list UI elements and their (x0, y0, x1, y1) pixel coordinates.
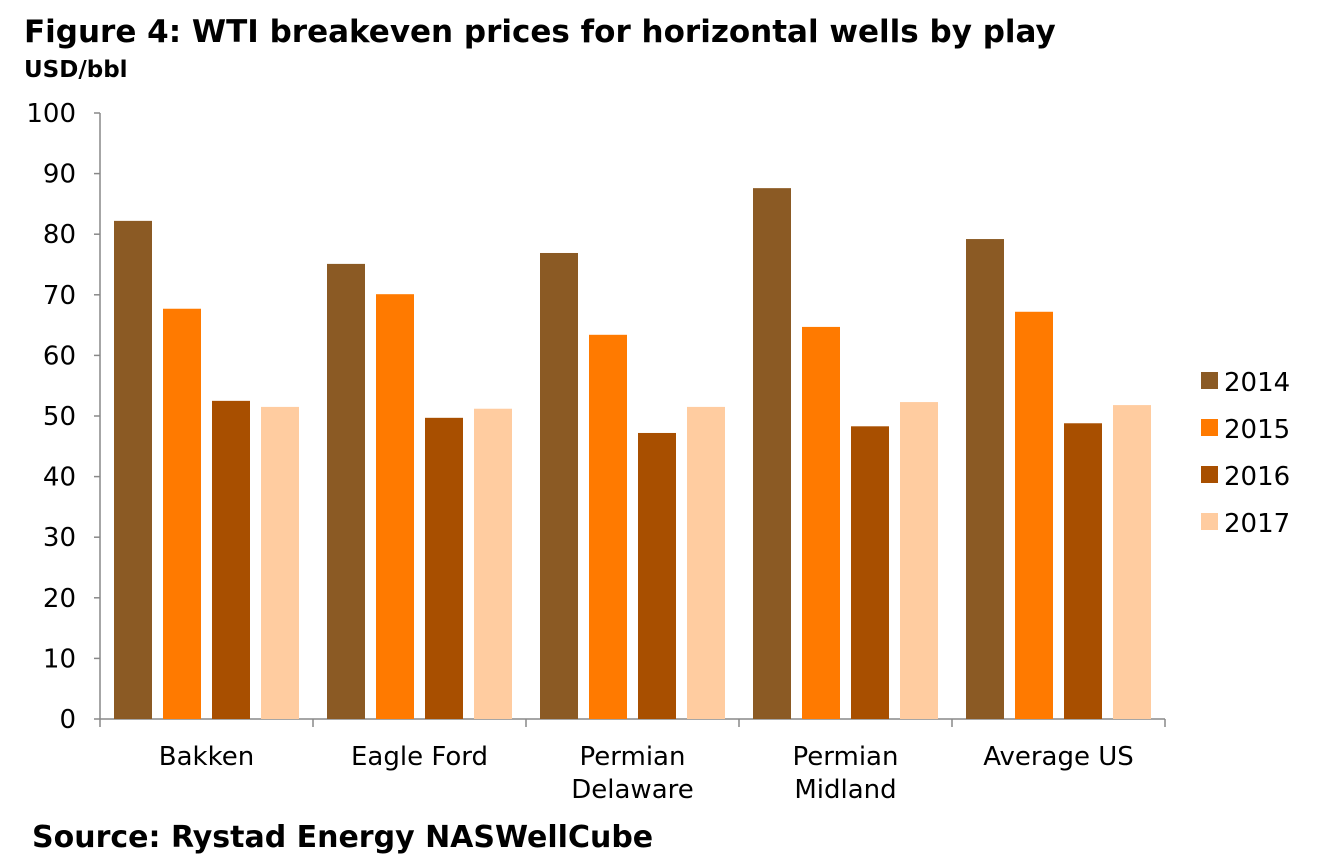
y-tick-label: 60 (43, 341, 76, 371)
bar-2017 (687, 406, 725, 719)
y-tick-label: 20 (43, 584, 76, 614)
bar-2017 (474, 408, 512, 719)
bar-2014 (966, 239, 1004, 719)
x-tick-label: Permian (580, 742, 686, 772)
y-tick-label: 0 (59, 705, 76, 735)
bar-2015 (376, 294, 414, 719)
y-tick-label: 10 (43, 644, 76, 674)
chart-title: Figure 4: WTI breakeven prices for horiz… (24, 14, 1056, 50)
bar-2014 (327, 263, 365, 719)
legend-label-2017: 2017 (1224, 509, 1290, 539)
bar-2017 (261, 406, 299, 719)
bar-2016 (212, 400, 250, 719)
legend-swatch-2015 (1201, 419, 1218, 436)
bar-2014 (753, 188, 791, 720)
bar-2016 (425, 417, 463, 719)
x-tick-label: Midland (794, 775, 896, 805)
bar-2014 (540, 252, 578, 719)
y-tick-label: 70 (43, 281, 76, 311)
legend-label-2016: 2016 (1224, 462, 1290, 492)
legend-label-2015: 2015 (1224, 415, 1290, 445)
x-tick-label: Bakken (159, 742, 254, 772)
x-tick-label: Delaware (571, 775, 693, 805)
y-tick-label: 50 (43, 402, 76, 432)
y-tick-label: 100 (26, 99, 76, 129)
legend-swatch-2014 (1201, 372, 1218, 389)
x-tick-label: Eagle Ford (351, 742, 488, 772)
x-tick-label: Permian (793, 742, 899, 772)
bar-2017 (900, 402, 938, 719)
source-note: Source: Rystad Energy NASWellCube (32, 820, 654, 855)
y-axis-unit-label: USD/bbl (24, 57, 128, 83)
y-tick-label: 30 (43, 523, 76, 553)
bar-2016 (638, 432, 676, 719)
bar-2015 (1015, 311, 1053, 719)
bar-2015 (589, 334, 627, 719)
bar-2017 (1113, 405, 1151, 719)
bar-2015 (163, 308, 201, 719)
legend-swatch-2017 (1201, 513, 1218, 530)
y-tick-label: 40 (43, 463, 76, 493)
bar-2014 (114, 220, 152, 720)
y-tick-label: 90 (43, 160, 76, 190)
bar-2016 (851, 426, 889, 719)
legend-label-2014: 2014 (1224, 368, 1290, 398)
bar-2016 (1064, 423, 1102, 719)
x-tick-label: Average US (983, 742, 1134, 772)
legend-swatch-2016 (1201, 466, 1218, 483)
y-tick-label: 80 (43, 220, 76, 250)
bar-2015 (802, 326, 840, 719)
